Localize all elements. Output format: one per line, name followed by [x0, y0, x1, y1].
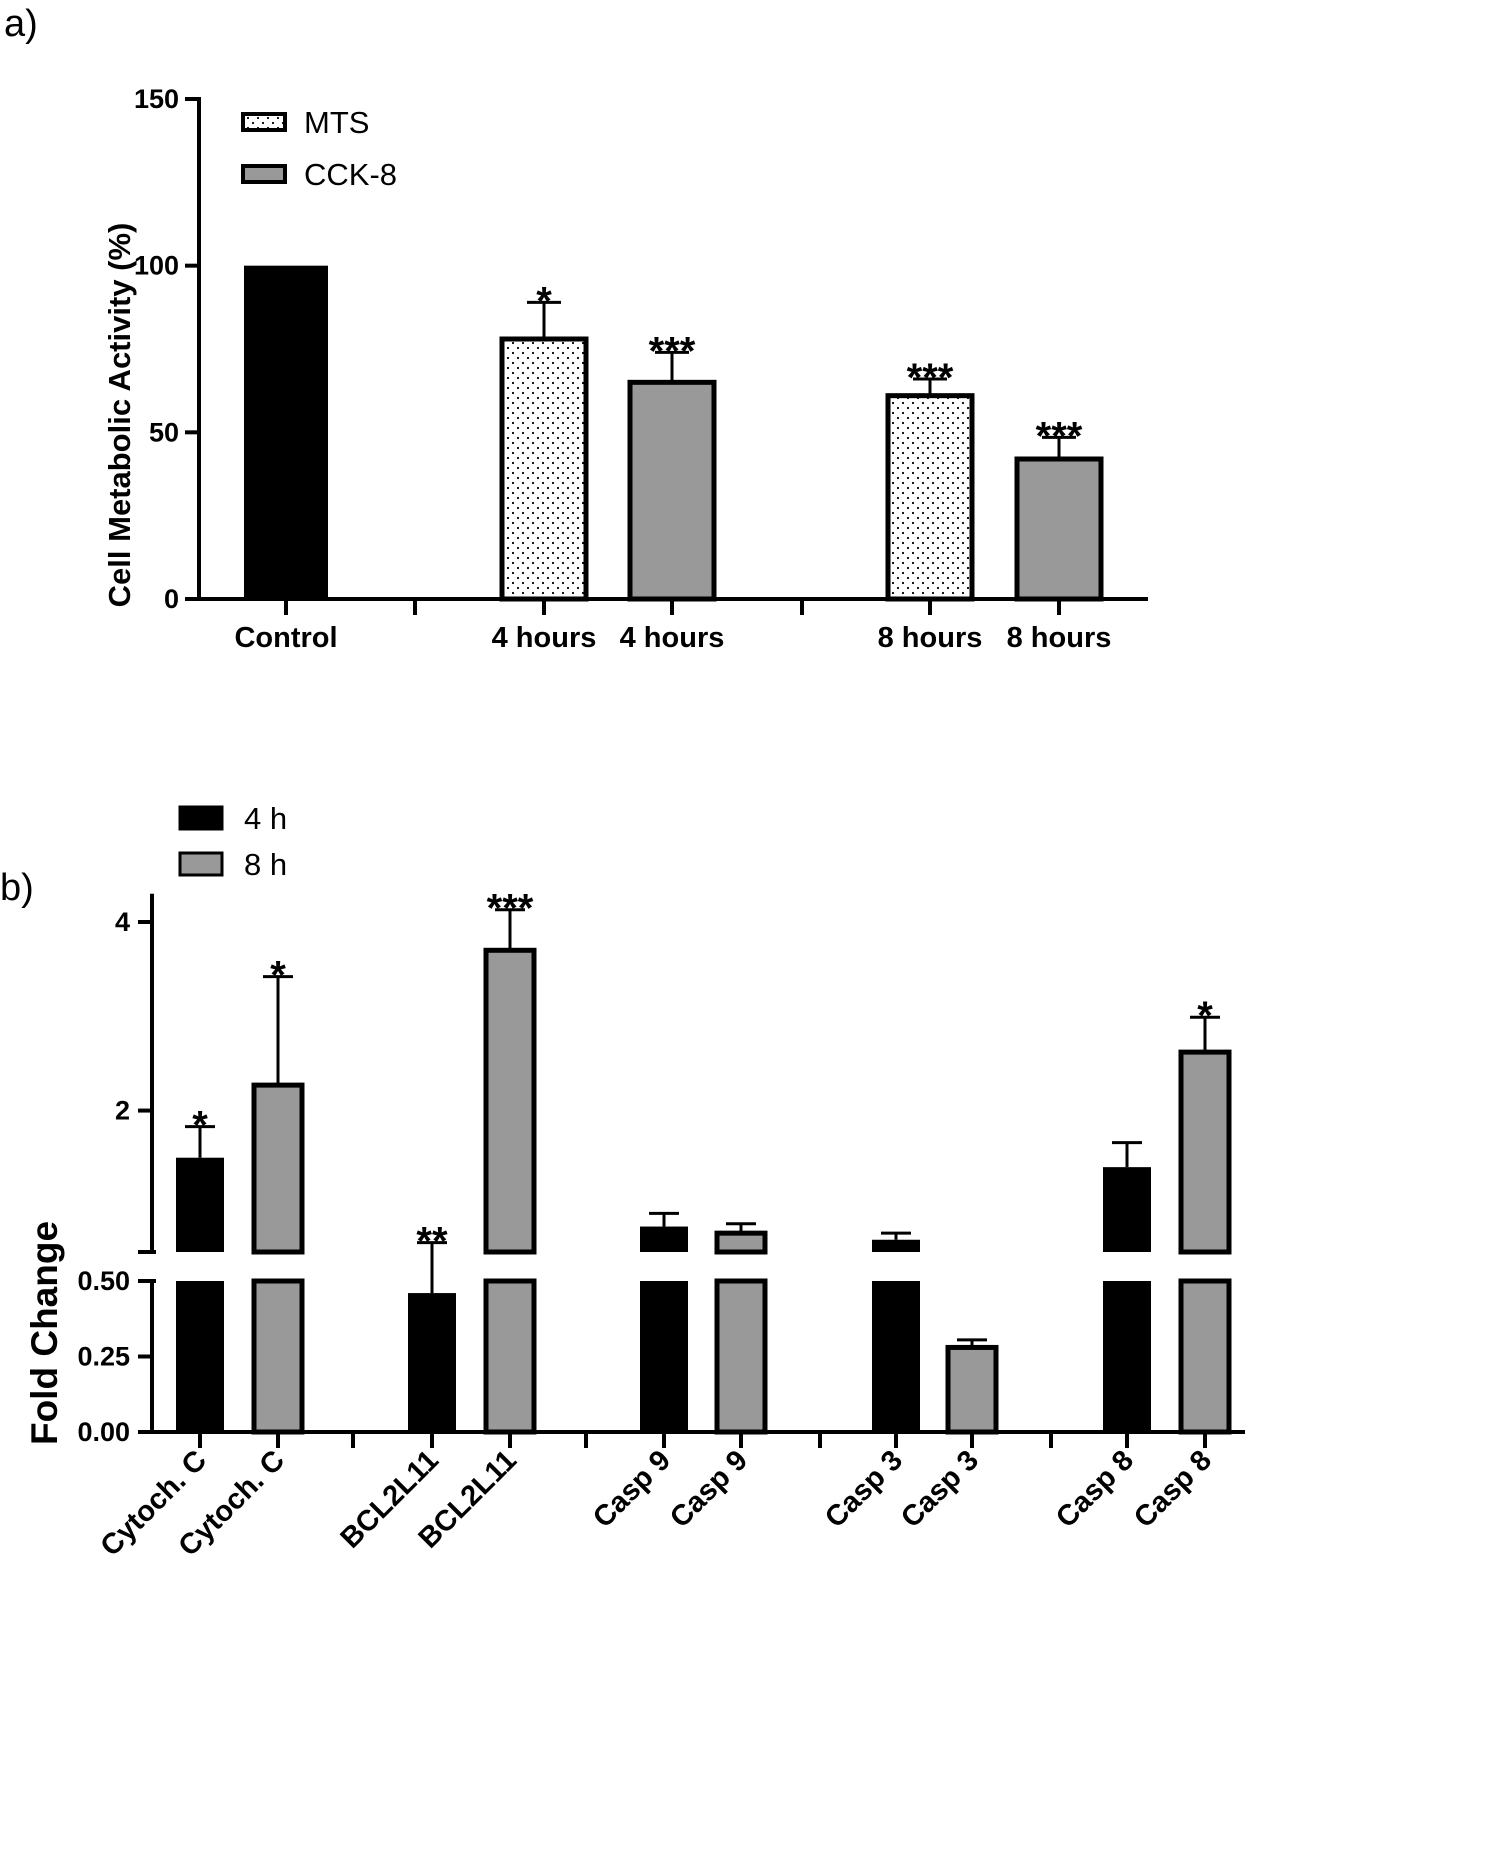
bar [408, 1293, 456, 1432]
significance-marker: * [536, 279, 552, 323]
bar [872, 1281, 920, 1432]
y-tick-label: 50 [149, 417, 179, 447]
bar [1103, 1281, 1151, 1432]
panel-b-label: b) [0, 867, 34, 909]
legend-swatch [241, 164, 287, 184]
bar [1103, 1167, 1151, 1252]
significance-marker: * [1197, 994, 1213, 1038]
significance-marker: * [192, 1104, 208, 1148]
x-tick-label: Casp 9 [587, 1444, 677, 1534]
bar [176, 1281, 224, 1432]
bar [244, 265, 328, 599]
y-tick-label: 0.00 [77, 1417, 130, 1447]
bar [483, 947, 537, 1255]
x-tick-label: Casp 8 [1050, 1444, 1140, 1534]
x-tick-label: Control [234, 622, 337, 654]
bar [945, 1344, 999, 1435]
panel-b-y-axis-label: Fold Change [24, 1221, 65, 1445]
x-tick-label: Casp 3 [895, 1444, 985, 1534]
bar [640, 1281, 688, 1432]
panel-b-legend: 4 h8 h [178, 801, 287, 882]
bar [1178, 1049, 1232, 1255]
bar [251, 1082, 305, 1255]
panel-a-legend: MTS CCK-8 [241, 105, 397, 192]
significance-marker: *** [649, 329, 696, 373]
panel-a-label: a) [4, 3, 38, 45]
legend-entry-label: 4 h [244, 801, 287, 836]
bar [176, 1157, 224, 1252]
significance-marker: *** [487, 887, 534, 931]
y-tick-label: 0.25 [77, 1342, 130, 1372]
x-tick-label: 8 hours [1007, 622, 1112, 654]
significance-marker: *** [1036, 414, 1083, 458]
panel-a-y-axis-label: Cell Metabolic Activity (%) [102, 223, 137, 608]
x-tick-label: Casp 3 [819, 1444, 909, 1534]
y-tick-label: 4 [115, 907, 130, 937]
legend-entry-label: CCK-8 [304, 157, 397, 192]
panel-a-bars: ********** [244, 265, 1104, 602]
y-tick-label: 0.50 [77, 1266, 130, 1296]
panel-b-bars: ******** [176, 887, 1232, 1435]
panel-b: b) Fold Change 4 h8 h 0.000.250.5024Cyto… [0, 801, 1245, 1563]
significance-marker: ** [416, 1220, 448, 1264]
legend-entry-label: 8 h [244, 847, 287, 882]
y-tick-label: 100 [134, 251, 179, 281]
significance-marker: *** [907, 356, 954, 400]
y-tick-label: 2 [115, 1096, 130, 1126]
x-tick-label: Casp 8 [1128, 1444, 1218, 1534]
x-tick-label: 4 hours [620, 622, 725, 654]
bar [1178, 1278, 1232, 1435]
x-tick-label: Casp 9 [664, 1444, 754, 1534]
legend-entry-label: MTS [304, 105, 369, 140]
legend-swatch [178, 851, 224, 877]
bar [627, 379, 717, 602]
bar [872, 1239, 920, 1252]
legend-swatch [178, 805, 224, 831]
bar [251, 1278, 305, 1435]
panel-a-axes: 0 50 100 150 Control 4 hours 4 hours 8 hours 8 h… [134, 84, 1148, 654]
bar [885, 393, 975, 602]
significance-marker: * [270, 954, 286, 998]
panel-a: a) Cell Metabolic Activity (%) MTSCCK-8 … [4, 3, 1148, 654]
bar [714, 1278, 768, 1435]
bar [499, 336, 589, 602]
x-tick-label: 8 hours [878, 622, 983, 654]
bar [640, 1226, 688, 1252]
x-tick-label: 4 hours [492, 622, 597, 654]
bar [1014, 456, 1104, 602]
bar [483, 1278, 537, 1435]
y-tick-label: 150 [134, 84, 179, 114]
legend-swatch [241, 112, 287, 132]
y-tick-label: 0 [164, 584, 179, 614]
bar [714, 1230, 768, 1255]
